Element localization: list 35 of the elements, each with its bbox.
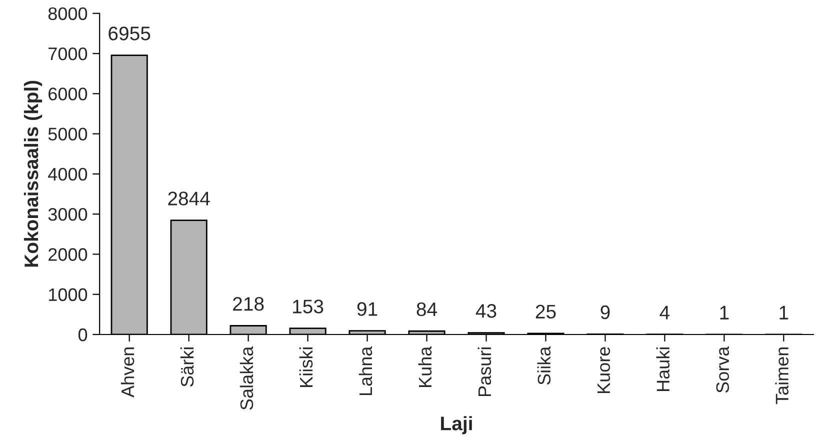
y-tick-label: 5000 xyxy=(48,128,88,141)
data-label: 43 xyxy=(476,304,496,318)
x-tick-label: Taimen xyxy=(775,347,789,404)
data-label: 153 xyxy=(293,300,324,314)
x-axis-title: Laji xyxy=(441,416,472,434)
y-tick-label: 1000 xyxy=(49,288,88,302)
y-tick-label: 8000 xyxy=(48,7,88,20)
x-tick-label: Kiiski xyxy=(299,348,313,387)
data-label: 25 xyxy=(536,304,556,319)
data-label: 84 xyxy=(416,302,438,316)
y-tick-label: 7000 xyxy=(48,47,88,60)
y-tick-label: 2000 xyxy=(48,248,88,261)
x-tick-label: Siika xyxy=(537,346,551,385)
x-tick-label: Särki xyxy=(180,348,194,387)
data-label: 91 xyxy=(357,302,378,316)
y-tick-label: 6000 xyxy=(48,88,88,100)
x-tick-label: Ahven xyxy=(120,347,134,398)
x-tick-label: Lahna xyxy=(358,346,372,396)
y-tick-label: 0 xyxy=(78,328,88,342)
x-tick-label: Hauki xyxy=(656,348,670,391)
x-tick-label: Kuore xyxy=(597,347,610,393)
y-tick-label: 4000 xyxy=(48,168,88,181)
x-tick-label: Kuha xyxy=(418,346,432,387)
data-label: 218 xyxy=(233,297,264,311)
data-label: 9 xyxy=(600,305,610,320)
x-tick-label: Sorva xyxy=(716,346,730,393)
x-tick-label: Salakka xyxy=(240,346,254,410)
y-axis-title: Kokonaissaalis (kpl) xyxy=(24,80,42,267)
data-label: 1 xyxy=(780,306,788,320)
data-label: 4 xyxy=(660,306,670,320)
y-tick-label: 3000 xyxy=(48,208,88,221)
data-label: 6955 xyxy=(108,26,150,40)
x-tick-label: Pasuri xyxy=(478,348,492,396)
data-label: 1 xyxy=(720,306,729,320)
data-label: 2844 xyxy=(168,192,210,206)
